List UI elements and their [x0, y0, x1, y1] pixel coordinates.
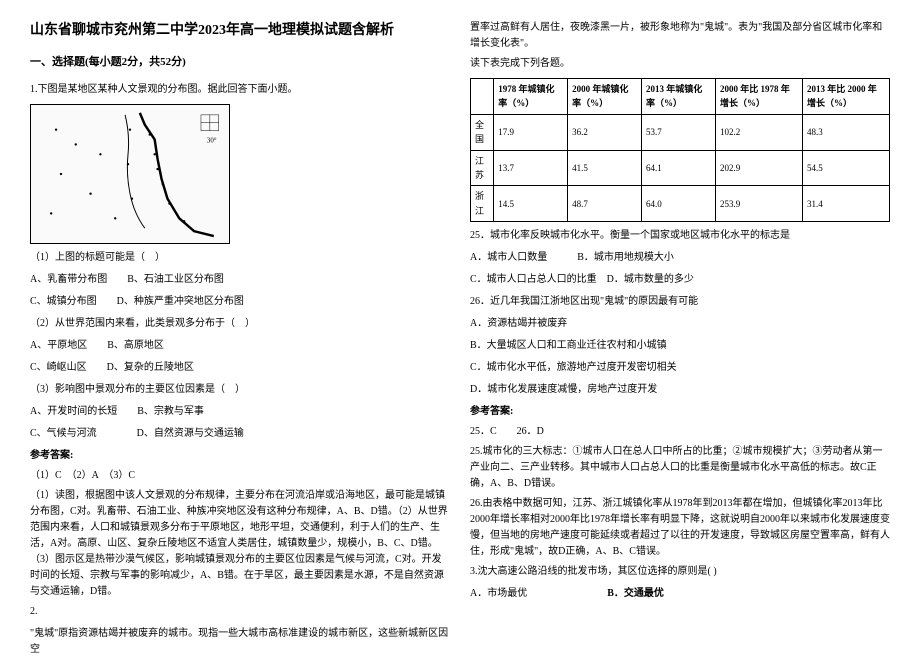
- ans26-explain: 26.由表格中数据可知，江苏、浙江城镇化率从1978年到2013年都在增加，但城…: [470, 496, 890, 560]
- q25-stem: 25．城市化率反映城市化水平。衡量一个国家或地区城市化水平的标志是: [470, 228, 890, 244]
- q25-ab: A．城市人口数量 B．城市用地规模大小: [470, 250, 890, 266]
- q26-b: B．大量城区人口和工商业迁往农村和小城镇: [470, 338, 890, 354]
- q26-d: D．城市化发展速度减慢，房地产过度开发: [470, 382, 890, 398]
- col2-intro2: 读下表完成下列各题。: [470, 56, 890, 72]
- th-2000: 2000 年城镇化率（%）: [568, 79, 642, 115]
- th-1978: 1978 年城镇化率（%）: [494, 79, 568, 115]
- table-row: 全国 17.9 36.2 53.7 102.2 48.3: [471, 114, 890, 150]
- q1-stem: 1.下图是某地区某种人文景观的分布图。据此回答下面小题。: [30, 82, 450, 98]
- q2-num: 2.: [30, 604, 450, 620]
- q25-cd: C．城市人口占总人口的比重 D．城市数量的多少: [470, 272, 890, 288]
- svg-text:30°: 30°: [207, 137, 217, 144]
- col2-intro1: 置率过高鲜有人居住，夜晚漆黑一片，被形象地称为"鬼城"。表为"我国及部分省区城市…: [470, 20, 890, 52]
- q1-opt-b1: A、平原地区 B、高原地区: [30, 338, 450, 354]
- q1-opt-a2: C、城镇分布图 D、种族严重冲突地区分布图: [30, 294, 450, 310]
- map-figure: 30°: [30, 104, 230, 244]
- table-row: 浙江 14.5 48.7 64.0 253.9 31.4: [471, 186, 890, 222]
- ans25-line: 25．C 26．D: [470, 424, 890, 440]
- th-2013: 2013 年城镇化率（%）: [642, 79, 716, 115]
- q1-opt-a1: A、乳畜带分布图 B、石油工业区分布图: [30, 272, 450, 288]
- ans1-line: （1）C （2）A （3）C: [30, 468, 450, 484]
- th-blank: [471, 79, 494, 115]
- ans25-explain: 25.城市化的三大标志：①城市人口在总人口中所占的比重；②城市规模扩大；③劳动者…: [470, 444, 890, 492]
- th-g2: 2013 年比 2000 年增长（%）: [802, 79, 889, 115]
- q3-b: B．交通最优: [607, 586, 664, 602]
- left-column: 山东省聊城市兖州第二中学2023年高一地理模拟试题含解析 一、选择题(每小题2分…: [30, 20, 450, 631]
- q2-intro: "鬼城"原指资源枯竭并被废弃的城市。现指一些大城市高标准建设的城市新区，这些新城…: [30, 626, 450, 658]
- q1-sub1: （1）上图的标题可能是（ ）: [30, 250, 450, 266]
- q1-opt-b2: C、崎岖山区 D、复杂的丘陵地区: [30, 360, 450, 376]
- q26-stem: 26．近几年我国江浙地区出现"鬼城"的原因最有可能: [470, 294, 890, 310]
- q3-options: A．市场最优 B．交通最优: [470, 586, 890, 602]
- answer-label-2: 参考答案:: [470, 404, 890, 420]
- answer-label-1: 参考答案:: [30, 448, 450, 464]
- section-heading: 一、选择题(每小题2分，共52分): [30, 54, 450, 72]
- q1-sub3: （3）影响图中景观分布的主要区位因素是（ ）: [30, 382, 450, 398]
- q26-c: C．城市化水平低，旅游地产过度开发密切相关: [470, 360, 890, 376]
- q1-sub2: （2）从世界范围内来看，此类景观多分布于（ ）: [30, 316, 450, 332]
- ans1-explain: （1）读图，根据图中该人文景观的分布规律，主要分布在河流沿岸或沿海地区，最可能是…: [30, 488, 450, 600]
- table-header-row: 1978 年城镇化率（%） 2000 年城镇化率（%） 2013 年城镇化率（%…: [471, 79, 890, 115]
- table-row: 江苏 13.7 41.5 64.1 202.9 54.5: [471, 150, 890, 186]
- th-g1: 2000 年比 1978 年增长（%）: [715, 79, 802, 115]
- q26-a: A．资源枯竭并被废弃: [470, 316, 890, 332]
- q3-a: A．市场最优: [470, 586, 527, 602]
- doc-title: 山东省聊城市兖州第二中学2023年高一地理模拟试题含解析: [30, 20, 450, 42]
- right-column: 置率过高鲜有人居住，夜晚漆黑一片，被形象地称为"鬼城"。表为"我国及部分省区城市…: [470, 20, 890, 631]
- q1-opt-c1: A、开发时间的长短 B、宗教与军事: [30, 404, 450, 420]
- q3-stem: 3.沈大高速公路沿线的批发市场，其区位选择的原则是( ): [470, 564, 890, 580]
- q1-opt-c2: C、气候与河流 D、自然资源与交通运输: [30, 426, 450, 442]
- urbanization-table: 1978 年城镇化率（%） 2000 年城镇化率（%） 2013 年城镇化率（%…: [470, 78, 890, 222]
